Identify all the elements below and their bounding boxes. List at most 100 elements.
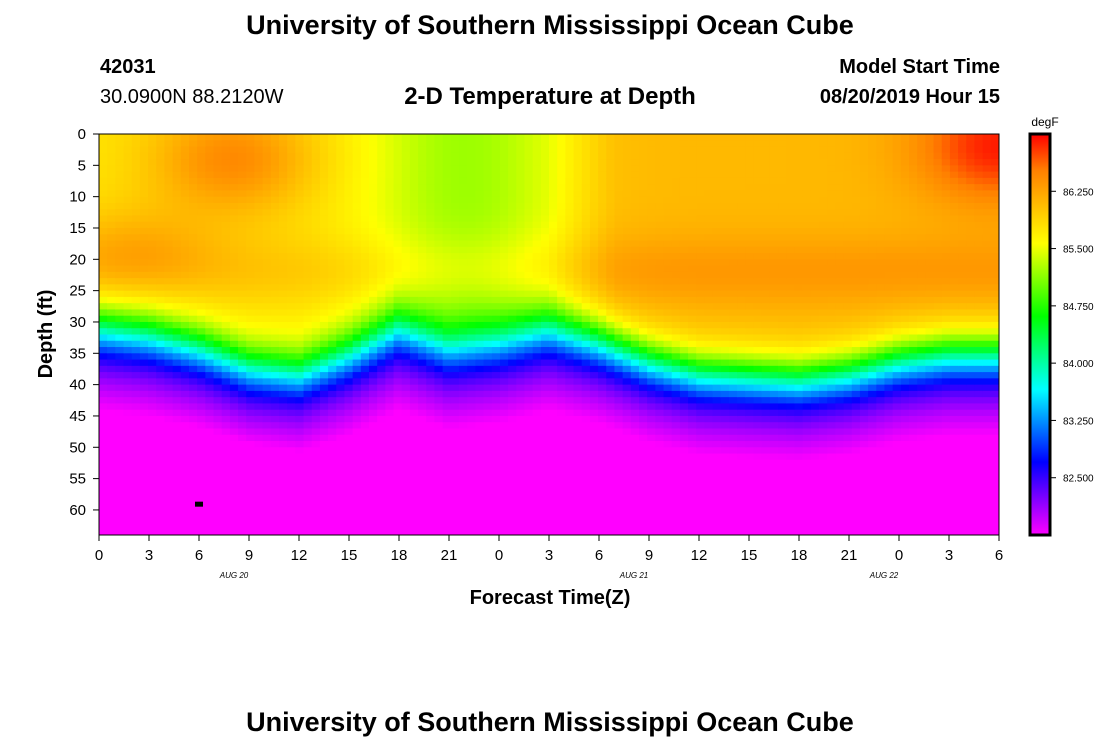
heatmap-cell <box>508 296 517 304</box>
heatmap-cell <box>238 202 247 210</box>
heatmap-cell <box>516 384 526 392</box>
heatmap-cell <box>369 397 378 405</box>
heatmap-cell <box>696 422 706 430</box>
heatmap-cell <box>131 484 141 492</box>
heatmap-cell <box>524 372 534 379</box>
heatmap-cell <box>729 340 738 348</box>
heatmap-cell <box>704 397 714 405</box>
heatmap-cell <box>156 441 166 448</box>
heatmap-cell <box>336 347 346 354</box>
heatmap-cell <box>123 146 133 154</box>
heatmap-cell <box>311 240 321 248</box>
heatmap-cell <box>630 447 640 455</box>
heatmap-cell <box>344 278 354 285</box>
heatmap-cell <box>459 202 468 210</box>
heatmap-cell <box>516 140 526 148</box>
heatmap-cell <box>385 253 395 260</box>
heatmap-cell <box>131 353 141 361</box>
heatmap-cell <box>704 321 714 329</box>
heatmap-cell <box>189 152 198 160</box>
heatmap-cell <box>303 491 313 499</box>
heatmap-cell <box>573 390 583 398</box>
heatmap-cell <box>491 177 501 185</box>
heatmap-cell <box>401 472 411 480</box>
heatmap-cell <box>606 484 616 492</box>
heatmap-cell <box>729 334 738 342</box>
heatmap-cell <box>442 140 452 148</box>
heatmap-cell <box>606 359 616 367</box>
heatmap-cell <box>524 309 534 317</box>
heatmap-cell <box>246 234 256 242</box>
heatmap-cell <box>655 334 665 342</box>
heatmap-cell <box>319 284 329 292</box>
heatmap-cell <box>434 309 444 317</box>
heatmap-cell <box>729 509 738 517</box>
heatmap-cell <box>483 190 493 198</box>
heatmap-cell <box>418 497 427 505</box>
heatmap-cell <box>319 221 329 229</box>
heatmap-cell <box>508 347 517 354</box>
heatmap-cell <box>655 459 665 467</box>
heatmap-cell <box>189 434 198 442</box>
heatmap-cell <box>156 497 166 505</box>
heatmap-cell <box>328 415 337 423</box>
heatmap-cell <box>459 196 468 204</box>
heatmap-cell <box>573 315 583 323</box>
heatmap-cell <box>606 509 616 517</box>
heatmap-cell <box>508 159 517 166</box>
heatmap-cell <box>254 453 264 461</box>
heatmap-cell <box>516 328 526 336</box>
heatmap-cell <box>352 484 362 492</box>
heatmap-cell <box>475 334 485 342</box>
heatmap-cell <box>205 509 215 517</box>
heatmap-cell <box>524 466 534 473</box>
heatmap-cell <box>336 202 346 210</box>
heatmap-cell <box>630 202 640 210</box>
heatmap-cell <box>491 516 501 524</box>
heatmap-cell <box>319 165 329 173</box>
heatmap-cell <box>524 397 534 405</box>
heatmap-cell <box>385 390 395 398</box>
heatmap-cell <box>606 347 616 354</box>
heatmap-cell <box>123 384 133 392</box>
heatmap-cell <box>622 516 632 524</box>
heatmap-cell <box>262 516 272 524</box>
heatmap-cell <box>229 278 239 285</box>
heatmap-cell <box>229 290 239 298</box>
heatmap-cell <box>581 221 591 229</box>
heatmap-cell <box>630 309 640 317</box>
heatmap-cell <box>279 509 288 517</box>
heatmap-cell <box>483 184 493 191</box>
heatmap-cell <box>319 152 329 160</box>
heatmap-cell <box>123 422 133 430</box>
heatmap-cell <box>369 441 378 448</box>
heatmap-cell <box>213 152 223 160</box>
heatmap-cell <box>328 315 337 323</box>
heatmap-cell <box>630 497 640 505</box>
heatmap-cell <box>508 152 517 160</box>
heatmap-cell <box>671 303 681 311</box>
heatmap-cell <box>704 278 714 285</box>
heatmap-cell <box>369 459 378 467</box>
heatmap-cell <box>426 415 436 423</box>
heatmap-cell <box>139 321 149 329</box>
heatmap-cell <box>344 265 354 273</box>
heatmap-cell <box>508 165 517 173</box>
heatmap-cell <box>156 171 166 179</box>
heatmap-cell <box>287 484 296 492</box>
heatmap-cell <box>328 459 337 467</box>
heatmap-cell <box>565 378 575 386</box>
heatmap-cell <box>221 227 231 235</box>
heatmap-cell <box>360 503 370 511</box>
heatmap-cell <box>246 171 256 179</box>
heatmap-cell <box>107 472 116 480</box>
heatmap-cell <box>704 478 714 486</box>
heatmap-cell <box>614 372 624 379</box>
heatmap-cell <box>696 284 706 292</box>
heatmap-cell <box>557 340 566 348</box>
heatmap-cell <box>614 334 624 342</box>
heatmap-cell <box>189 134 198 141</box>
heatmap-cell <box>352 221 362 229</box>
heatmap-cell <box>385 459 395 467</box>
heatmap-cell <box>442 202 452 210</box>
